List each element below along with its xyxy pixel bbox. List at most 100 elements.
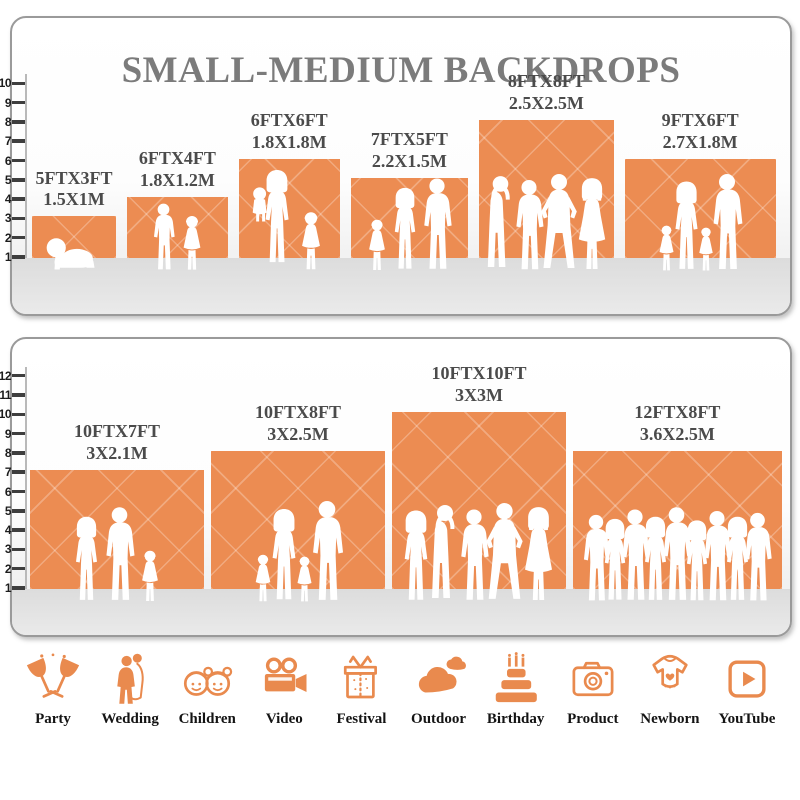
backdrop-7ftx5ft: 7FTX5FT 2.2X1.5M (350, 128, 469, 270)
ruler-tick-3: 3 (0, 211, 25, 225)
woman-carrying-child-silhouette-icon (252, 169, 289, 263)
ruler-tick-mark (12, 255, 25, 259)
backdrop-size-label: 8FTX8FT 2.5X2.5M (508, 71, 585, 115)
page-title: SMALL-MEDIUM BACKDROPS (121, 49, 681, 91)
size-meters: 2.2X1.5M (371, 150, 447, 171)
newborn-icon (652, 654, 688, 690)
ruler-number: 10 (0, 407, 12, 422)
ruler-tick-mark (12, 100, 25, 105)
backdrop-size-label: 6FTX4FT 1.8X1.2M (139, 148, 216, 192)
girl-silhouette-icon (142, 550, 158, 601)
size-meters: 1.5X1M (43, 189, 105, 210)
size-feet: 10FTX7FT (73, 421, 160, 442)
ruler-tick-mark (12, 393, 25, 397)
ruler-tick-mark (12, 139, 25, 143)
size-feet: 7FTX5FT (370, 128, 448, 149)
ruler-tick-9: 9 (0, 96, 25, 110)
ruler-tick-mark (12, 528, 25, 532)
size-meters: 2.7X1.8M (662, 131, 738, 152)
festival-icon (344, 655, 378, 699)
category-label: Video (265, 711, 303, 727)
category-label: Birthday (486, 711, 545, 727)
ruler-number: 1 (4, 250, 12, 264)
ruler-tick-10: 10 (0, 407, 25, 421)
category-row: Party Wedding Children Video Festival Outdoor… (16, 652, 784, 728)
man-silhouette-icon (424, 178, 453, 269)
ruler-number: 11 (0, 388, 12, 402)
size-feet: 5FTX3FT (35, 167, 113, 188)
ruler-tick-mark (12, 158, 25, 163)
backdrop-5ftx3ft: 5FTX3FT 1.5X1M (32, 167, 116, 270)
category-newborn: Newborn (633, 652, 707, 728)
ruler-tick-7: 7 (0, 134, 25, 148)
backdrop-6ftx4ft: 6FTX4FT 1.8X1.2M (127, 148, 228, 270)
ruler-tick-mark (12, 586, 25, 590)
backdrop-9ftx6ft: 9FTX6FT 2.7X1.8M (624, 110, 776, 271)
birthday-icon (495, 652, 537, 703)
baby-crawling-silhouette-icon (46, 238, 94, 270)
backdrop-rectangle (573, 450, 782, 601)
ruler-number: 5 (4, 503, 12, 518)
youtube-icon (728, 660, 766, 698)
ruler-number: 8 (4, 114, 12, 129)
ruler-number: 2 (4, 561, 12, 576)
size-feet: 10FTX8FT (254, 402, 341, 422)
backdrop-size-label: 10FTX7FT 3X2.1M (74, 421, 160, 465)
ruler-number: 5 (4, 172, 12, 187)
backdrop-rectangle (624, 158, 776, 271)
size-meters: 3X3M (454, 385, 503, 406)
girl-silhouette-icon (183, 216, 201, 270)
ruler-tick-12: 12 (0, 369, 25, 383)
ruler-tick-3: 3 (0, 542, 25, 556)
size-meters: 3.6X2.5M (639, 423, 715, 444)
ruler-tick-2: 2 (0, 562, 25, 576)
backdrop-rectangle (479, 119, 614, 270)
backdrop-rectangle (30, 470, 204, 601)
product-icon (572, 661, 614, 697)
size-feet: 6FTX4FT (138, 148, 216, 169)
category-birthday: Birthday (479, 652, 553, 728)
ruler-tick-7: 7 (0, 465, 25, 479)
backdrop-12ftx8ft: 12FTX8FT 3.6X2.5M (573, 402, 782, 601)
ruler-number: 4 (4, 523, 12, 538)
ruler-number: 9 (4, 426, 12, 441)
man-silhouette-icon (106, 507, 135, 600)
ruler-tick-6: 6 (0, 154, 25, 168)
category-outdoor: Outdoor (402, 652, 476, 728)
category-label: YouTube (718, 711, 776, 727)
size-meters: 2.5X2.5M (508, 92, 584, 113)
ruler-tick-4: 4 (0, 523, 25, 537)
category-video: Video (247, 652, 321, 728)
man-silhouette-icon (312, 501, 343, 600)
woman-arms-up-silhouette-icon (525, 507, 552, 600)
ruler-tick-8: 8 (0, 446, 25, 460)
ruler-tick-mark (12, 470, 25, 474)
backdrop-8ftx8ft: 8FTX8FT 2.5X2.5M (479, 71, 614, 270)
ruler-number: 2 (4, 230, 12, 245)
backdrop-size-label: 12FTX8FT 3.6X2.5M (634, 402, 720, 446)
man-silhouette-icon (713, 174, 743, 269)
category-wedding: Wedding (93, 652, 167, 728)
backdrop-rectangle (238, 158, 340, 270)
category-children: Children (170, 652, 244, 728)
category-youtube: YouTube (710, 652, 784, 728)
ruler-number: 3 (4, 211, 12, 226)
woman-silhouette-icon (395, 187, 416, 269)
backdrop-size-label: 10FTX10FT 3X3M (431, 363, 526, 407)
ruler-tick-4: 4 (0, 192, 25, 206)
category-label: Product (567, 711, 619, 727)
ruler-number: 6 (4, 484, 12, 499)
ruler-tick-mark (12, 451, 25, 455)
category-label: Children (178, 711, 236, 727)
ruler-tick-mark (12, 509, 25, 513)
video-icon (263, 657, 309, 694)
ruler-tick-mark (12, 373, 25, 378)
ruler-number: 1 (4, 581, 12, 595)
ruler-tick-1: 1 (0, 250, 25, 264)
ruler-number: 6 (4, 153, 12, 168)
ruler-tick-1: 1 (0, 581, 25, 595)
ruler-tick-mark (12, 235, 25, 240)
ruler-tick-11: 11 (0, 388, 25, 402)
ruler-number: 7 (4, 465, 12, 480)
